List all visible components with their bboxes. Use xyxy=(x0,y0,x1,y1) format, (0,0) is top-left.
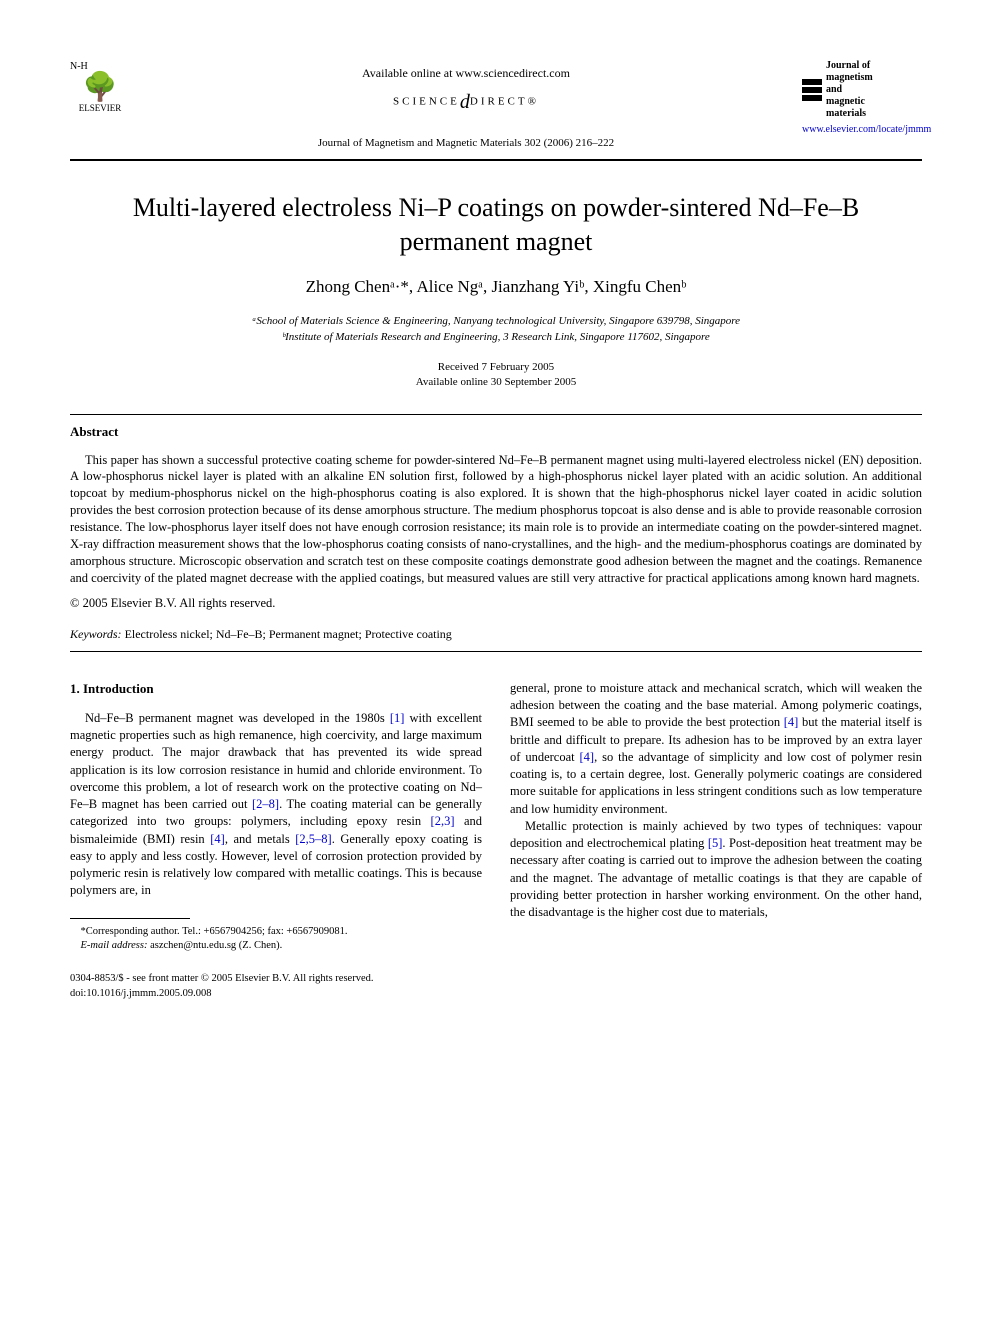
body-columns: 1. Introduction Nd–Fe–B permanent magnet… xyxy=(70,680,922,954)
date-online: Available online 30 September 2005 xyxy=(70,375,922,390)
elsevier-label: ELSEVIER xyxy=(70,102,130,115)
abstract-heading: Abstract xyxy=(70,423,922,441)
authors: Zhong Chenᵃ·*, Alice Ngᵃ, Jianzhang Yiᵇ,… xyxy=(70,275,922,299)
ref-link-2-5-8[interactable]: [2,5–8] xyxy=(295,832,331,846)
footnote-separator xyxy=(70,918,190,919)
ref-link-2-3[interactable]: [2,3] xyxy=(431,814,455,828)
sd-at-icon: d xyxy=(460,91,470,113)
section-1-heading: 1. Introduction xyxy=(70,680,482,698)
affiliation-a: ᵃSchool of Materials Science & Engineeri… xyxy=(70,313,922,330)
jl1: Journal of xyxy=(826,60,873,72)
corresponding-author: *Corresponding author. Tel.: +6567904256… xyxy=(70,925,482,940)
journal-logo: Journal of magnetism and magnetic materi… xyxy=(802,60,922,136)
ref-link-4a[interactable]: [4] xyxy=(210,832,225,846)
footer-doi: doi:10.1016/j.jmmm.2005.09.008 xyxy=(70,987,922,1002)
right-column: general, prone to moisture attack and me… xyxy=(510,680,922,954)
p1e: , and metals xyxy=(225,832,295,846)
abstract-text: This paper has shown a successful protec… xyxy=(70,452,922,587)
abstract-top-rule xyxy=(70,414,922,415)
journal-link[interactable]: www.elsevier.com/locate/jmmm xyxy=(802,124,922,136)
elsevier-logo: N-H 🌳 ELSEVIER xyxy=(70,60,130,115)
elsevier-tree-icon: 🌳 xyxy=(70,74,130,102)
journal-reference: Journal of Magnetism and Magnetic Materi… xyxy=(130,136,802,151)
ref-link-4c[interactable]: [4] xyxy=(580,750,595,764)
ref-link-5[interactable]: [5] xyxy=(708,836,723,850)
sd-prefix: SCIENCE xyxy=(393,95,460,107)
intro-para-3: Metallic protection is mainly achieved b… xyxy=(510,818,922,922)
footer-copyright: 0304-8853/$ - see front matter © 2005 El… xyxy=(70,972,922,987)
ref-link-2-8[interactable]: [2–8] xyxy=(252,797,279,811)
abstract-body: This paper has shown a successful protec… xyxy=(70,453,922,585)
keywords-label: Keywords: xyxy=(70,627,122,641)
jl5: materials xyxy=(826,108,873,120)
date-received: Received 7 February 2005 xyxy=(70,360,922,375)
article-title: Multi-layered electroless Ni–P coatings … xyxy=(110,191,882,259)
intro-para-2: general, prone to moisture attack and me… xyxy=(510,680,922,818)
jl2: magnetism xyxy=(826,72,873,84)
corresponding-email: E-mail address: aszchen@ntu.edu.sg (Z. C… xyxy=(70,939,482,954)
page-footer: 0304-8853/$ - see front matter © 2005 El… xyxy=(70,972,922,1001)
sd-suffix: DIRECT® xyxy=(470,95,539,107)
ref-link-4b[interactable]: [4] xyxy=(784,715,799,729)
header-rule xyxy=(70,159,922,161)
jl4: magnetic xyxy=(826,96,873,108)
jl3: and xyxy=(826,84,873,96)
affiliation-b: ᵇInstitute of Materials Research and Eng… xyxy=(70,329,922,346)
ref-link-1[interactable]: [1] xyxy=(390,711,405,725)
article-dates: Received 7 February 2005 Available onlin… xyxy=(70,360,922,391)
left-column: 1. Introduction Nd–Fe–B permanent magnet… xyxy=(70,680,482,954)
email-label: E-mail address: xyxy=(81,940,148,951)
header-center: Available online at www.sciencedirect.co… xyxy=(130,60,802,151)
intro-para-1: Nd–Fe–B permanent magnet was developed i… xyxy=(70,710,482,900)
keywords: Keywords: Electroless nickel; Nd–Fe–B; P… xyxy=(70,626,922,643)
header: N-H 🌳 ELSEVIER Available online at www.s… xyxy=(70,60,922,151)
journal-bars-icon xyxy=(802,79,822,101)
email-value: aszchen@ntu.edu.sg (Z. Chen). xyxy=(147,940,282,951)
affiliations: ᵃSchool of Materials Science & Engineeri… xyxy=(70,313,922,346)
keywords-text: Electroless nickel; Nd–Fe–B; Permanent m… xyxy=(122,627,452,641)
science-direct-logo: SCIENCEdDIRECT® xyxy=(130,88,802,116)
abstract-bottom-rule xyxy=(70,651,922,652)
available-online-text: Available online at www.sciencedirect.co… xyxy=(130,65,802,82)
p1b: with excellent magnetic properties such … xyxy=(70,711,482,811)
p1a: Nd–Fe–B permanent magnet was developed i… xyxy=(85,711,390,725)
abstract-copyright: © 2005 Elsevier B.V. All rights reserved… xyxy=(70,595,922,613)
